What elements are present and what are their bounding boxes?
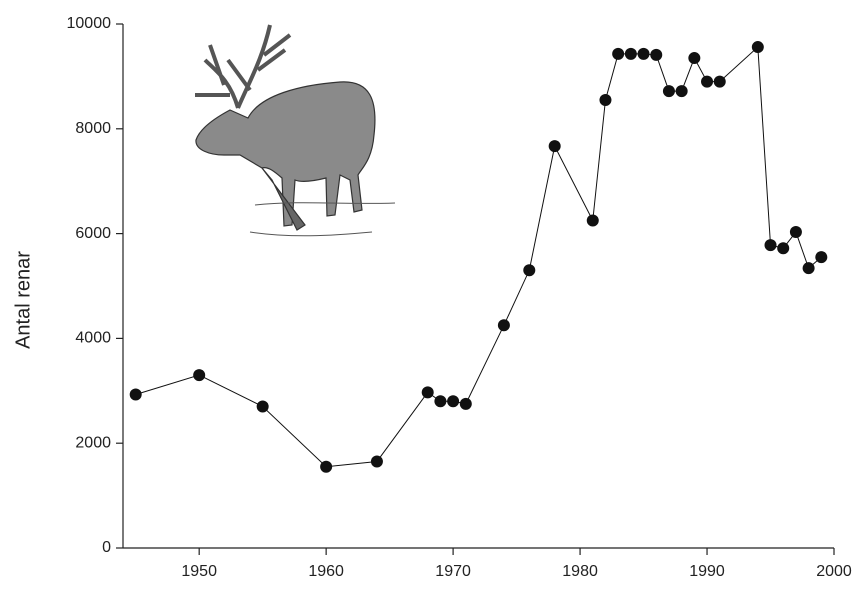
x-tick-label: 1970 [435, 563, 471, 580]
data-point [447, 395, 459, 407]
data-point [498, 319, 510, 331]
data-point [752, 41, 764, 53]
data-point [663, 85, 675, 97]
data-point [701, 76, 713, 88]
y-axis-title: Antal renar [12, 251, 34, 349]
data-point [422, 386, 434, 398]
data-point [676, 85, 688, 97]
data-line [136, 47, 822, 467]
data-point [815, 251, 827, 263]
data-point [599, 94, 611, 106]
x-tick-label: 2000 [816, 563, 852, 580]
data-point [765, 239, 777, 251]
data-point [803, 262, 815, 274]
data-point [371, 456, 383, 468]
data-point [650, 49, 662, 61]
data-point [638, 48, 650, 60]
data-point [434, 395, 446, 407]
x-tick-label: 1960 [308, 563, 344, 580]
y-tick-label: 10000 [67, 15, 112, 32]
data-point [587, 215, 599, 227]
data-point [460, 398, 472, 410]
data-point [549, 140, 561, 152]
data-point [790, 226, 802, 238]
data-point [257, 401, 269, 413]
data-point [320, 461, 332, 473]
data-point [130, 388, 142, 400]
data-point [688, 52, 700, 64]
x-tick-label: 1980 [562, 563, 598, 580]
data-point [625, 48, 637, 60]
data-point [612, 48, 624, 60]
data-point [193, 369, 205, 381]
chart: Antal renar 0 2000 4000 6000 8000 10000 1950 19… [0, 0, 860, 585]
data-point [777, 242, 789, 254]
y-tick-label: 4000 [75, 330, 111, 347]
x-tick-label: 1990 [689, 563, 725, 580]
x-tick-label: 1950 [181, 563, 217, 580]
y-tick-label: 0 [102, 539, 111, 556]
y-tick-label: 2000 [75, 434, 111, 451]
y-tick-label: 8000 [75, 120, 111, 137]
y-tick-label: 6000 [75, 225, 111, 242]
reindeer-illustration [195, 25, 395, 236]
data-point [714, 76, 726, 88]
data-point [523, 264, 535, 276]
